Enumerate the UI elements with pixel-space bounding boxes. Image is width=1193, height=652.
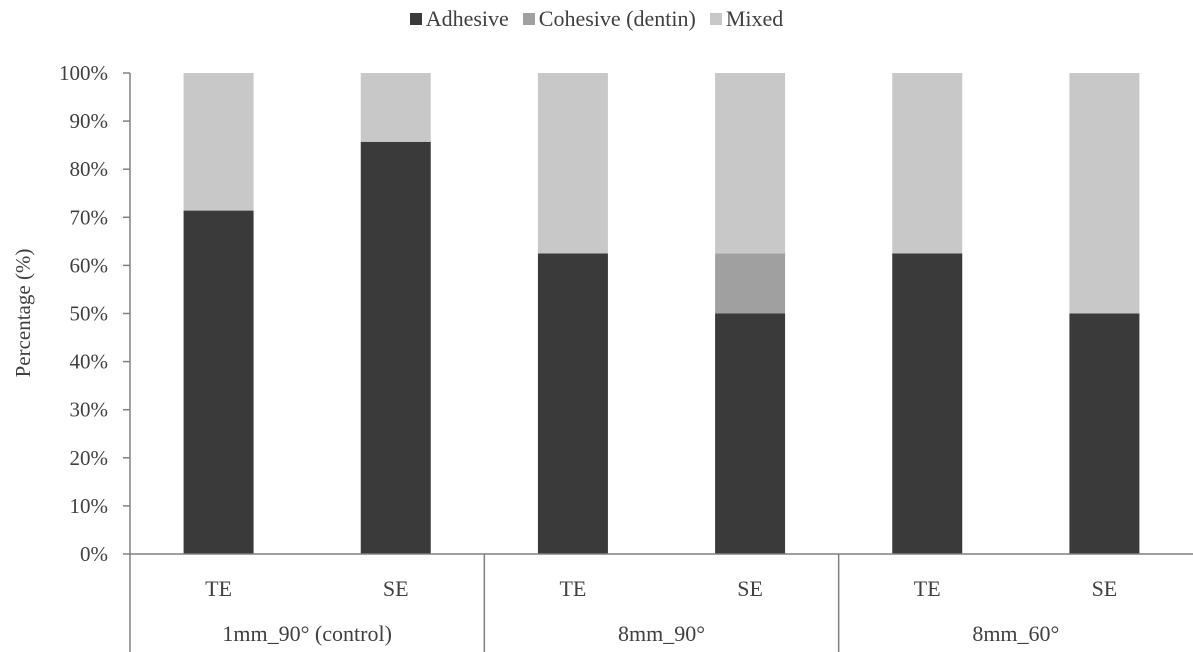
bar-segment-mixed [892,73,963,254]
legend-item-adhesive: Adhesive [409,6,509,32]
y-tick-label: 0% [80,542,108,566]
bar-segment-adhesive [537,253,608,554]
bar-segment-mixed [715,73,786,254]
legend-item-cohesive: Cohesive (dentin) [522,6,696,32]
y-tick-label: 100% [59,61,108,85]
y-tick-label: 50% [70,302,109,326]
legend-swatch-mixed [709,13,722,25]
y-tick-label: 60% [70,253,109,277]
x-tick-label: SE [383,576,409,601]
bar-segment-cohesive-dentin [715,253,786,314]
y-tick-label: 70% [70,205,109,229]
x-tick-label: SE [737,576,763,601]
y-tick-label: 40% [70,350,109,374]
chart-legend: Adhesive Cohesive (dentin) Mixed [0,4,1193,34]
legend-label-mixed: Mixed [725,6,784,31]
y-tick-label: 90% [70,109,109,133]
x-tick-label: TE [914,576,941,601]
y-tick-label: 10% [70,494,109,518]
y-axis-label: Percentage (%) [11,249,35,378]
legend-swatch-cohesive [522,13,535,25]
group-label: 8mm_60° [972,621,1059,646]
legend-label-cohesive: Cohesive (dentin) [538,6,696,31]
x-tick-label: SE [1092,576,1118,601]
bar-segment-mixed [183,73,254,211]
x-tick-label: TE [205,576,232,601]
bar-segment-adhesive [183,210,254,555]
bar-segment-adhesive [360,141,431,554]
bar-segment-adhesive [892,253,963,554]
y-tick-label: 20% [70,446,109,470]
legend-swatch-adhesive [409,13,422,25]
bar-segment-adhesive [715,313,786,554]
bar-segment-mixed [360,73,431,142]
bar-segment-adhesive [1069,313,1140,554]
y-tick-label: 30% [70,398,109,422]
group-label: 1mm_90° (control) [222,621,392,646]
x-tick-label: TE [559,576,586,601]
bar-segment-mixed [1069,73,1140,314]
legend-item-mixed: Mixed [709,6,784,32]
y-tick-label: 80% [70,157,109,181]
group-label: 8mm_90° [618,621,705,646]
bar-segment-mixed [537,73,608,254]
legend-label-adhesive: Adhesive [425,6,509,31]
